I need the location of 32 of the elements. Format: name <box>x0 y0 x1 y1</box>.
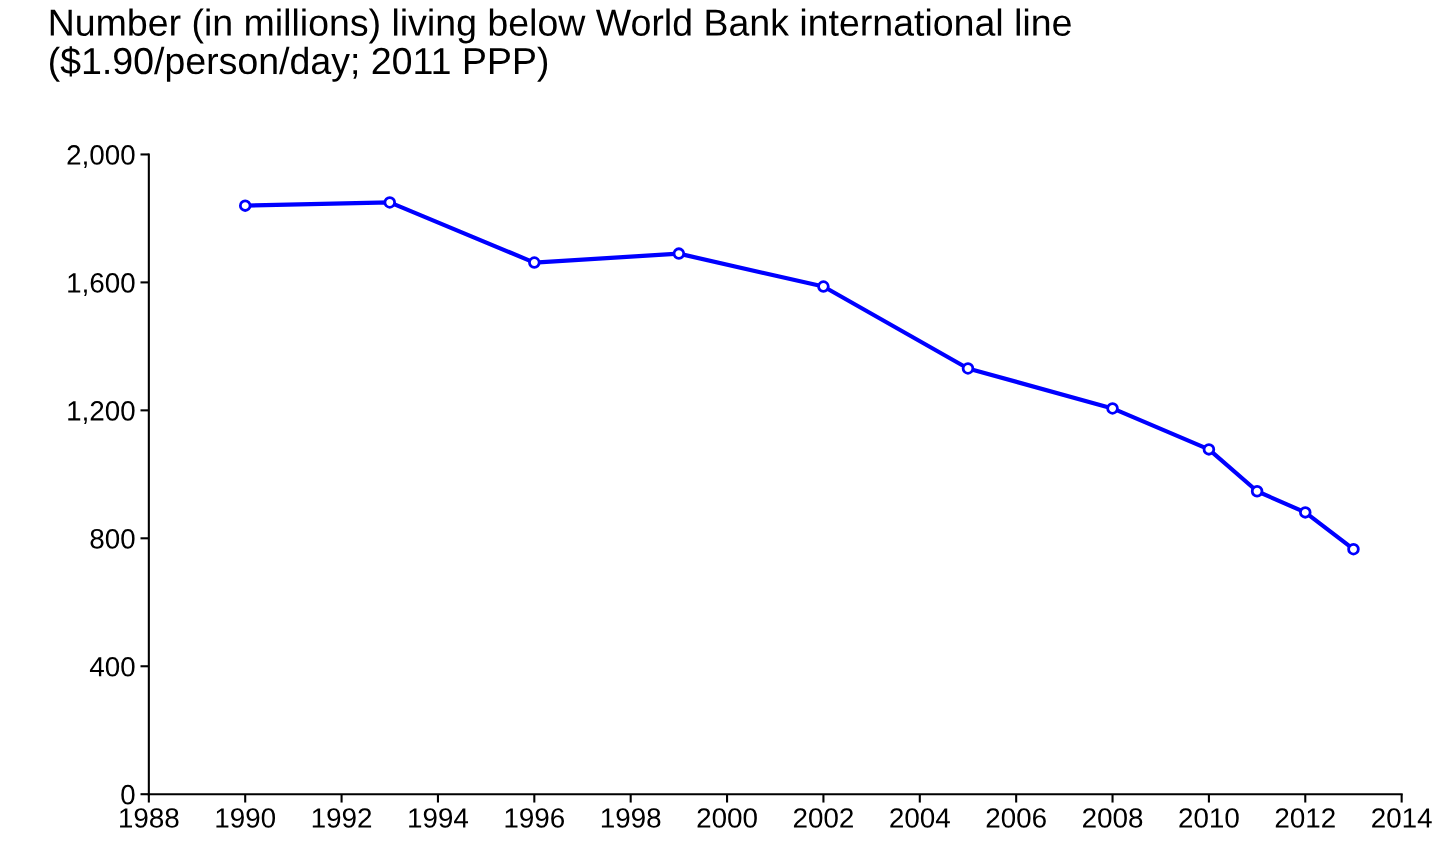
point <box>817 280 830 293</box>
x-tick-label: 2004 <box>890 808 950 828</box>
point <box>1250 485 1264 498</box>
chart-title: Number (in millions) living below World Bank international line ($1.90/person/day; 2011 PPP) <box>50 8 1071 82</box>
point <box>1106 402 1119 415</box>
x-tick-label: 2014 <box>1372 808 1432 828</box>
x-tick-label: 2010 <box>1179 808 1239 828</box>
point <box>672 247 686 260</box>
x-tick-label: 2008 <box>1083 808 1143 828</box>
x-tick-label: 2002 <box>793 808 853 828</box>
point <box>238 199 252 212</box>
y-tick-label: 800 <box>90 528 135 549</box>
x-tick-label: 1998 <box>601 808 661 828</box>
y-tick-label: 400 <box>89 656 135 677</box>
point <box>383 196 397 209</box>
x-tick-label: 1996 <box>505 808 564 828</box>
y-tick-label: 0 <box>121 784 135 805</box>
point <box>1347 542 1360 556</box>
point <box>1202 443 1216 456</box>
x-tick-label: 1994 <box>409 808 469 828</box>
x-tick-label: 2006 <box>986 808 1046 828</box>
point <box>528 256 541 269</box>
x-tick-label: 1992 <box>312 808 372 828</box>
x-tick-label: 1990 <box>216 808 276 828</box>
y-tick-label: 1,600 <box>68 273 135 297</box>
y-tick-label: 2,000 <box>67 145 135 169</box>
point <box>961 362 975 375</box>
x-tick-label: 2012 <box>1275 808 1335 828</box>
point <box>1299 506 1312 519</box>
y-tick-label: 1,200 <box>68 401 135 424</box>
x-tick-label: 2000 <box>697 808 757 828</box>
x-tick-label: 1988 <box>120 808 179 828</box>
